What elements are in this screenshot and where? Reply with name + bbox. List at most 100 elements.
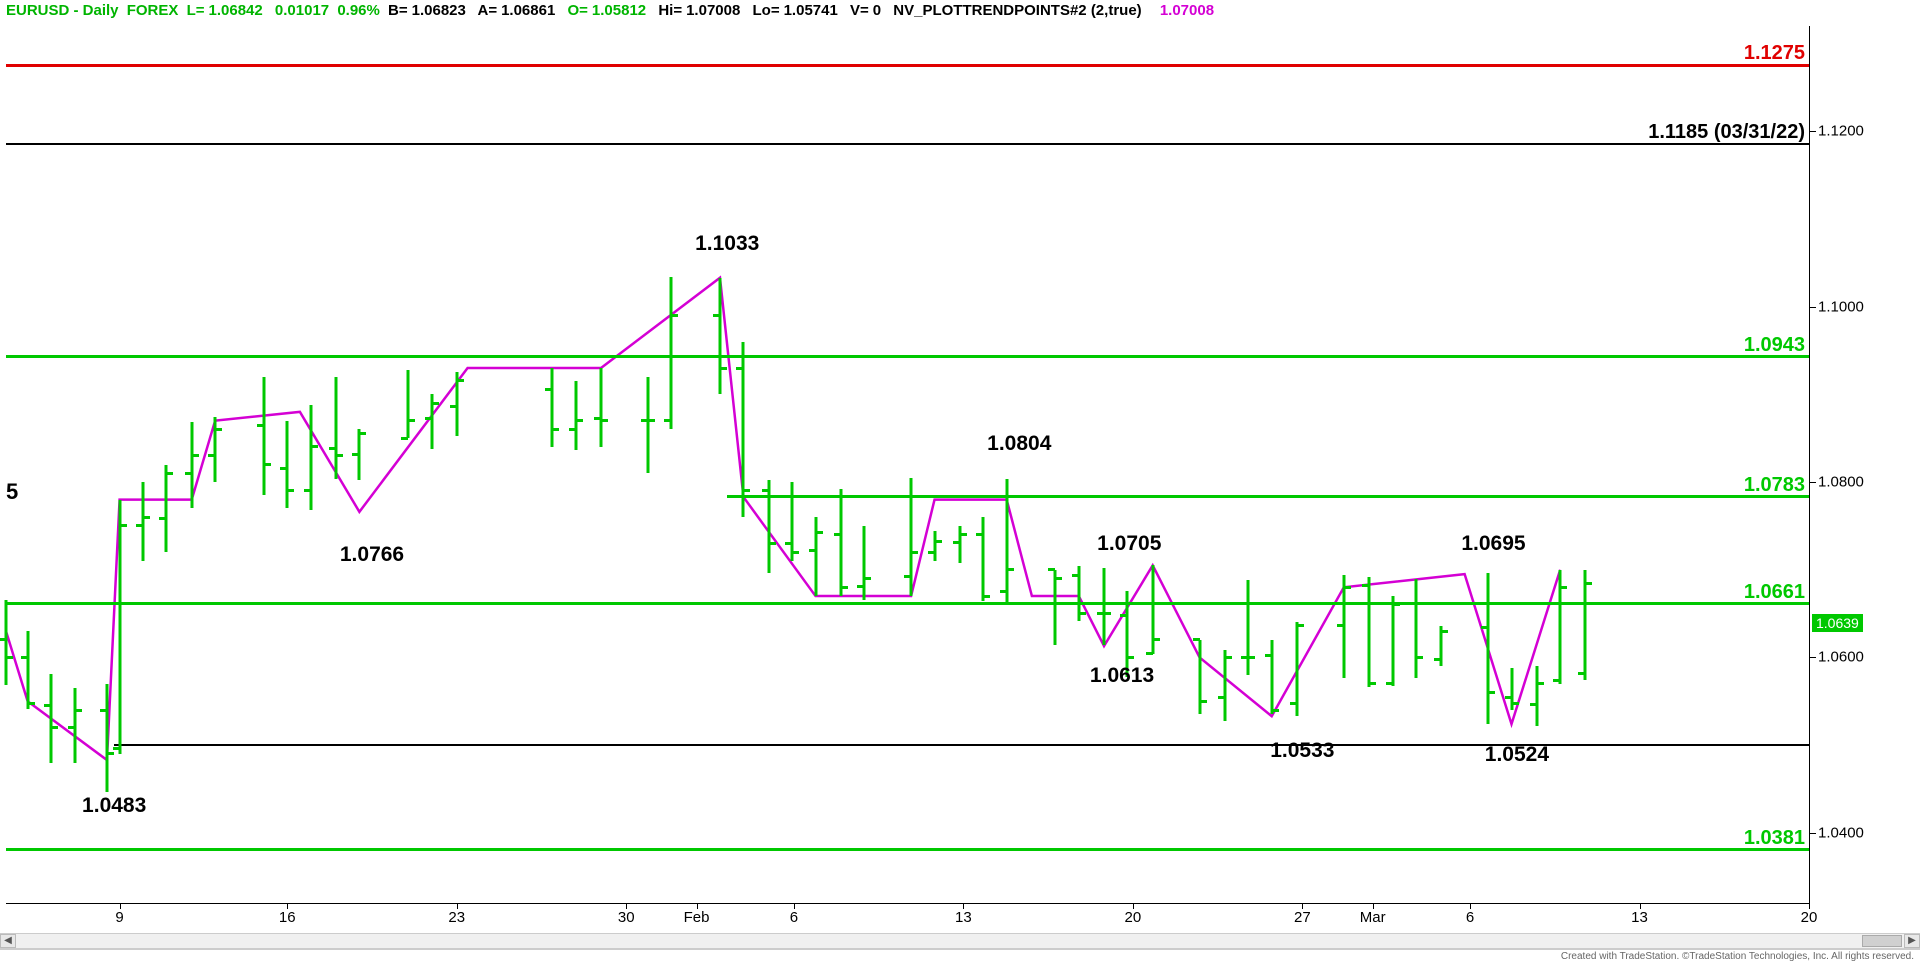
- ohlc-bar[interactable]: [568, 26, 584, 903]
- ohlc-bar[interactable]: [663, 26, 679, 903]
- ohlc-bar[interactable]: [1071, 26, 1087, 903]
- ohlc-bar[interactable]: [544, 26, 560, 903]
- ohlc-bar[interactable]: [1385, 26, 1401, 903]
- ohlc-bar[interactable]: [640, 26, 656, 903]
- ohlc-bar[interactable]: [1552, 26, 1568, 903]
- level-label: 1.1275: [1744, 42, 1805, 65]
- x-tick-label: 20: [1801, 909, 1818, 926]
- ohlc-bar[interactable]: [184, 26, 200, 903]
- ohlc-bar[interactable]: [1240, 26, 1256, 903]
- indicator-value: 1.07008: [1160, 2, 1214, 19]
- ohlc-bar[interactable]: [400, 26, 416, 903]
- ohlc-bar[interactable]: [135, 26, 151, 903]
- ohlc-bar[interactable]: [952, 26, 968, 903]
- ohlc-bar[interactable]: [1408, 26, 1424, 903]
- ohlc-bar[interactable]: [1289, 26, 1305, 903]
- ohlc-bar[interactable]: [0, 26, 14, 903]
- ohlc-bar[interactable]: [712, 26, 728, 903]
- ask-field: A=1.06861: [477, 2, 559, 19]
- ohlc-bar[interactable]: [735, 26, 751, 903]
- level-label: 1.0661: [1744, 581, 1805, 604]
- scroll-right-button[interactable]: ▶: [1904, 934, 1920, 948]
- ohlc-bar[interactable]: [158, 26, 174, 903]
- x-tick-label: 16: [279, 909, 296, 926]
- ohlc-bar[interactable]: [303, 26, 319, 903]
- ohlc-bar[interactable]: [1361, 26, 1377, 903]
- bid-field: B=1.06823: [388, 2, 470, 19]
- ohlc-bar[interactable]: [1480, 26, 1496, 903]
- price-annotation: 1.0695: [1461, 532, 1525, 556]
- x-tick-label: 23: [448, 909, 465, 926]
- y-tick-label: 1.1000: [1818, 298, 1864, 315]
- ohlc-bar[interactable]: [112, 26, 128, 903]
- ohlc-bar[interactable]: [1145, 26, 1161, 903]
- price-chart-plot[interactable]: 1.12751.1185 (03/31/22)1.09431.07831.066…: [6, 26, 1810, 903]
- x-axis: 9162330Feb6132027Mar61320: [6, 903, 1810, 933]
- price-annotation: 1.0533: [1270, 739, 1334, 763]
- vol-field: V=0: [850, 2, 885, 19]
- ohlc-bar[interactable]: [808, 26, 824, 903]
- scroll-left-button[interactable]: ◀: [0, 934, 16, 948]
- ohlc-bar[interactable]: [856, 26, 872, 903]
- level-label: 1.0381: [1744, 827, 1805, 850]
- price-annotation: 1.0613: [1090, 664, 1154, 688]
- ohlc-bar[interactable]: [67, 26, 83, 903]
- ohlc-bar[interactable]: [328, 26, 344, 903]
- ohlc-bar[interactable]: [784, 26, 800, 903]
- market-label: FOREX: [127, 2, 179, 19]
- ohlc-bar[interactable]: [1504, 26, 1520, 903]
- ohlc-bar[interactable]: [593, 26, 609, 903]
- ohlc-bar[interactable]: [43, 26, 59, 903]
- x-tick-label: 30: [618, 909, 635, 926]
- ohlc-bar[interactable]: [207, 26, 223, 903]
- ohlc-bar[interactable]: [1096, 26, 1112, 903]
- symbol-label: EURUSD - Daily: [6, 2, 119, 19]
- x-tick-label: 13: [1631, 909, 1648, 926]
- x-tick-label: 27: [1294, 909, 1311, 926]
- y-tick-label: 1.0800: [1818, 474, 1864, 491]
- current-price-tag: 1.0639: [1812, 614, 1863, 632]
- ohlc-bar[interactable]: [1529, 26, 1545, 903]
- x-tick-label: 20: [1125, 909, 1142, 926]
- x-tick-label: 6: [1466, 909, 1474, 926]
- ohlc-bar[interactable]: [1217, 26, 1233, 903]
- price-annotation: 1.0705: [1097, 532, 1161, 556]
- footer-copyright: Created with TradeStation. ©TradeStation…: [0, 949, 1920, 963]
- last-prefix: L=1.06842: [187, 2, 267, 19]
- change-pct: 0.96%: [337, 2, 380, 19]
- ohlc-bar[interactable]: [1264, 26, 1280, 903]
- y-axis: 1.04001.06001.08001.10001.12001.0639: [1810, 26, 1920, 903]
- ohlc-bar[interactable]: [927, 26, 943, 903]
- ohlc-bar[interactable]: [833, 26, 849, 903]
- ohlc-bar[interactable]: [449, 26, 465, 903]
- lo-field: Lo=1.05741: [753, 2, 842, 19]
- ohlc-bar[interactable]: [761, 26, 777, 903]
- horizontal-scrollbar[interactable]: ◀ ▶: [0, 933, 1920, 949]
- ohlc-bar[interactable]: [20, 26, 36, 903]
- ohlc-bar[interactable]: [903, 26, 919, 903]
- ohlc-bar[interactable]: [1336, 26, 1352, 903]
- x-tick-label: 6: [790, 909, 798, 926]
- ohlc-bar[interactable]: [424, 26, 440, 903]
- ohlc-bar[interactable]: [1047, 26, 1063, 903]
- hi-field: Hi=1.07008: [658, 2, 744, 19]
- ohlc-bar[interactable]: [999, 26, 1015, 903]
- y-tick-label: 1.1200: [1818, 123, 1864, 140]
- level-label: 1.0943: [1744, 334, 1805, 357]
- indicator-name: NV_PLOTTRENDPOINTS#2 (2,true): [893, 2, 1141, 19]
- ohlc-bar[interactable]: [279, 26, 295, 903]
- ohlc-bar[interactable]: [1119, 26, 1135, 903]
- scrollbar-thumb[interactable]: [1862, 935, 1902, 947]
- ohlc-bar[interactable]: [1192, 26, 1208, 903]
- ohlc-bar[interactable]: [256, 26, 272, 903]
- ohlc-bar[interactable]: [1577, 26, 1593, 903]
- ohlc-bar[interactable]: [975, 26, 991, 903]
- open-field: O=1.05812: [567, 2, 650, 19]
- ohlc-bar[interactable]: [1433, 26, 1449, 903]
- y-tick-label: 1.0400: [1818, 824, 1864, 841]
- price-annotation: 1.0804: [987, 432, 1051, 456]
- price-annotation: 1.0524: [1485, 743, 1549, 767]
- x-tick-label: 13: [955, 909, 972, 926]
- ohlc-bar[interactable]: [351, 26, 367, 903]
- x-tick-label: Mar: [1360, 909, 1386, 926]
